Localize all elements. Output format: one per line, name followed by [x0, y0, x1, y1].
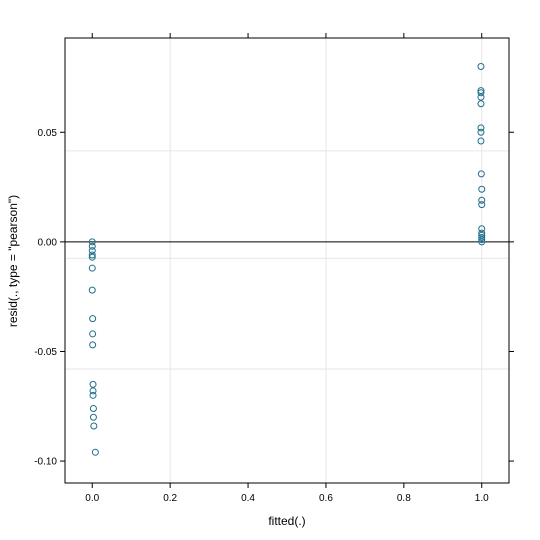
scatter-point	[478, 196, 486, 204]
scatter-point	[477, 89, 485, 97]
scatter-point	[478, 236, 486, 244]
scatter-point	[88, 238, 96, 246]
x-tick-label: 0.6	[319, 493, 333, 504]
scatter-point	[478, 238, 486, 246]
scatter-point	[89, 330, 97, 338]
scatter-point	[90, 422, 98, 430]
scatter-point	[89, 391, 97, 399]
scatter-point	[88, 251, 96, 259]
scatter-point	[88, 247, 96, 255]
scatter-point	[477, 100, 485, 108]
scatter-point	[88, 286, 96, 294]
scatter-point	[477, 137, 485, 145]
scatter-point	[477, 87, 485, 95]
scatter-point	[89, 380, 97, 388]
plot-panel-border	[64, 37, 510, 484]
scatter-point	[88, 253, 96, 261]
grid-lines	[65, 38, 509, 483]
scatter-point	[89, 341, 97, 349]
scatter-point	[478, 229, 486, 237]
scatter-point	[477, 62, 485, 70]
scatter-point	[477, 128, 485, 136]
scatter-point	[88, 242, 96, 250]
scatter-point	[89, 404, 97, 412]
scatter-point	[88, 264, 96, 272]
scatter-point	[89, 413, 97, 421]
scatter-point	[91, 448, 99, 456]
data-points	[88, 62, 486, 456]
x-tick-label: 1.0	[475, 493, 489, 504]
scatter-point	[478, 201, 486, 209]
scatter-point	[478, 225, 486, 233]
scatter-point	[478, 185, 486, 193]
y-tick-label: 0.05	[38, 128, 58, 139]
x-tick-label: 0.2	[163, 493, 177, 504]
scatter-point	[478, 231, 486, 239]
y-tick-label: -0.05	[34, 347, 57, 358]
x-axis-label: fitted(.)	[268, 514, 305, 528]
y-tick-label: 0.00	[38, 237, 58, 248]
scatter-point	[89, 387, 97, 395]
scatter-point	[477, 170, 485, 178]
scatter-point	[477, 93, 485, 101]
x-tick-label: 0.4	[241, 493, 255, 504]
axis-ticks: 0.0 0.2 0.4 0.6 0.8 1.0 -0.10 -0.05 0.00 0.05	[34, 33, 514, 504]
y-tick-label: -0.10	[34, 457, 57, 468]
scatter-point	[89, 315, 97, 323]
y-axis-label: resid(., type = "pearson")	[6, 195, 20, 327]
scatter-point	[478, 233, 486, 241]
x-tick-label: 0.8	[397, 493, 411, 504]
scatter-point	[477, 124, 485, 132]
x-tick-label: 0.0	[85, 493, 99, 504]
